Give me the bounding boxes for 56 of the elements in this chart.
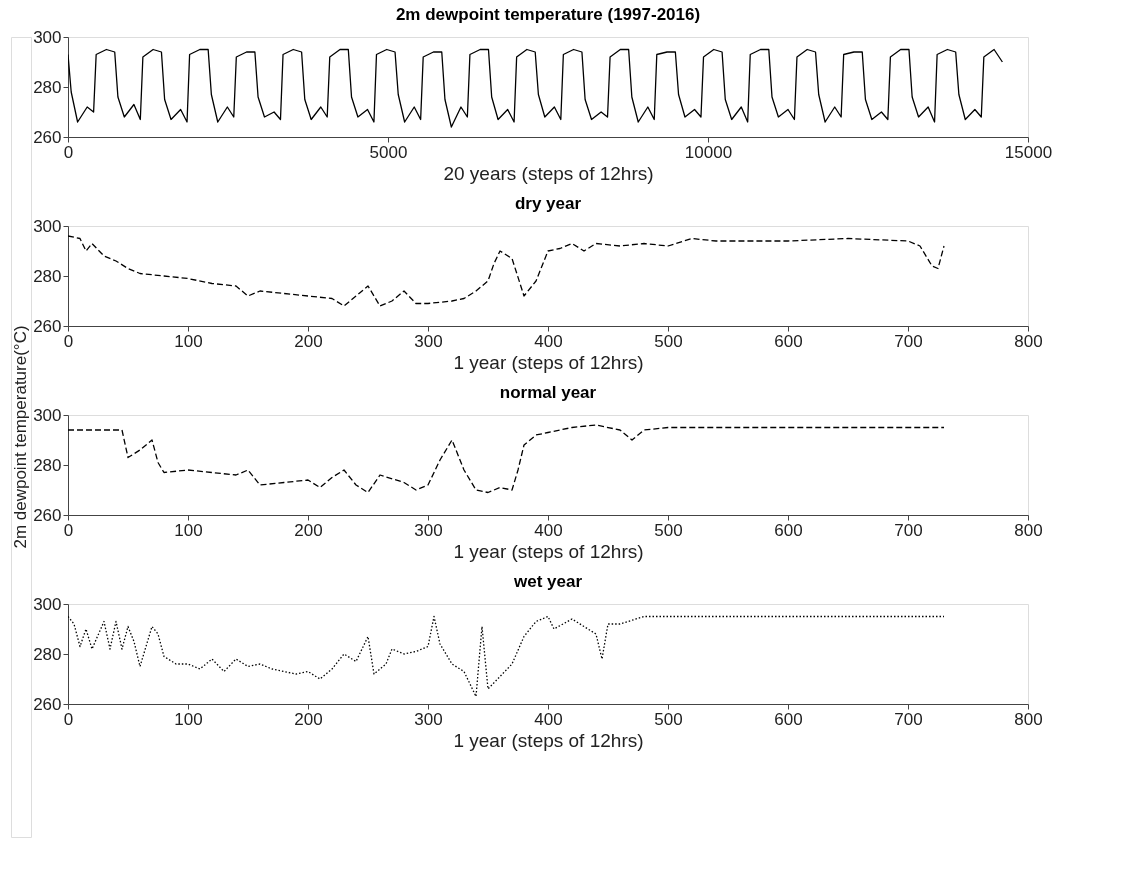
x-tick-label: 0 [63, 520, 74, 540]
y-axis-title: 2m dewpoint temperature(°C) [11, 325, 30, 549]
x-tick-label: 800 [1014, 331, 1043, 351]
x-tick-label: 500 [654, 709, 683, 729]
line-series [68, 235, 945, 307]
y-tick-label: 300 [33, 594, 62, 614]
x-tick-label: 700 [894, 520, 923, 540]
y-tick-label: 260 [33, 505, 62, 525]
x-tick-label: 400 [534, 520, 563, 540]
x-tick-label: 400 [534, 331, 563, 351]
line-series [68, 48, 1004, 128]
x-tick-label: 200 [294, 709, 323, 729]
line-series [68, 615, 945, 698]
x-tick-label: 600 [774, 331, 803, 351]
x-tick-label: 100 [174, 331, 203, 351]
y-tick-label: 300 [33, 405, 62, 425]
x-tick-label: 100 [174, 709, 203, 729]
x-tick-label: 0 [63, 331, 74, 351]
y-tick-label: 280 [33, 77, 62, 97]
x-tick-label: 800 [1014, 520, 1043, 540]
x-tick-label: 600 [774, 709, 803, 729]
x-tick-label: 700 [894, 331, 923, 351]
y-tick-label: 260 [33, 127, 62, 147]
x-tick-label: 300 [414, 709, 443, 729]
x-axis-title: 20 years (steps of 12hrs) [443, 162, 654, 184]
x-tick-label: 5000 [369, 142, 408, 162]
chart-title: dry year [514, 194, 582, 213]
x-axis-title: 1 year (steps of 12hrs) [453, 540, 644, 562]
x-tick-label: 200 [294, 520, 323, 540]
x-tick-label: 10000 [684, 142, 733, 162]
x-tick-label: 500 [654, 520, 683, 540]
x-tick-label: 300 [414, 331, 443, 351]
x-tick-label: 0 [63, 142, 74, 162]
chart-title: 2m dewpoint temperature (1997-2016) [395, 5, 701, 24]
x-axis-title: 1 year (steps of 12hrs) [453, 729, 644, 751]
x-tick-label: 400 [534, 709, 563, 729]
x-tick-label: 500 [654, 331, 683, 351]
x-tick-label: 200 [294, 331, 323, 351]
y-tick-label: 300 [33, 27, 62, 47]
x-tick-label: 0 [63, 709, 74, 729]
y-tick-label: 300 [33, 216, 62, 236]
x-tick-label: 700 [894, 709, 923, 729]
y-tick-label: 280 [33, 266, 62, 286]
x-tick-label: 600 [774, 520, 803, 540]
y-tick-label: 260 [33, 316, 62, 336]
y-tick-label: 260 [33, 694, 62, 714]
x-tick-label: 15000 [1004, 142, 1053, 162]
chart-title: wet year [512, 572, 583, 591]
y-tick-label: 280 [33, 455, 62, 475]
x-tick-label: 800 [1014, 709, 1043, 729]
y-tick-label: 280 [33, 644, 62, 664]
x-tick-label: 300 [414, 520, 443, 540]
chart-title: normal year [499, 383, 597, 402]
x-tick-label: 100 [174, 520, 203, 540]
x-axis-title: 1 year (steps of 12hrs) [453, 351, 644, 373]
line-series [68, 424, 945, 494]
